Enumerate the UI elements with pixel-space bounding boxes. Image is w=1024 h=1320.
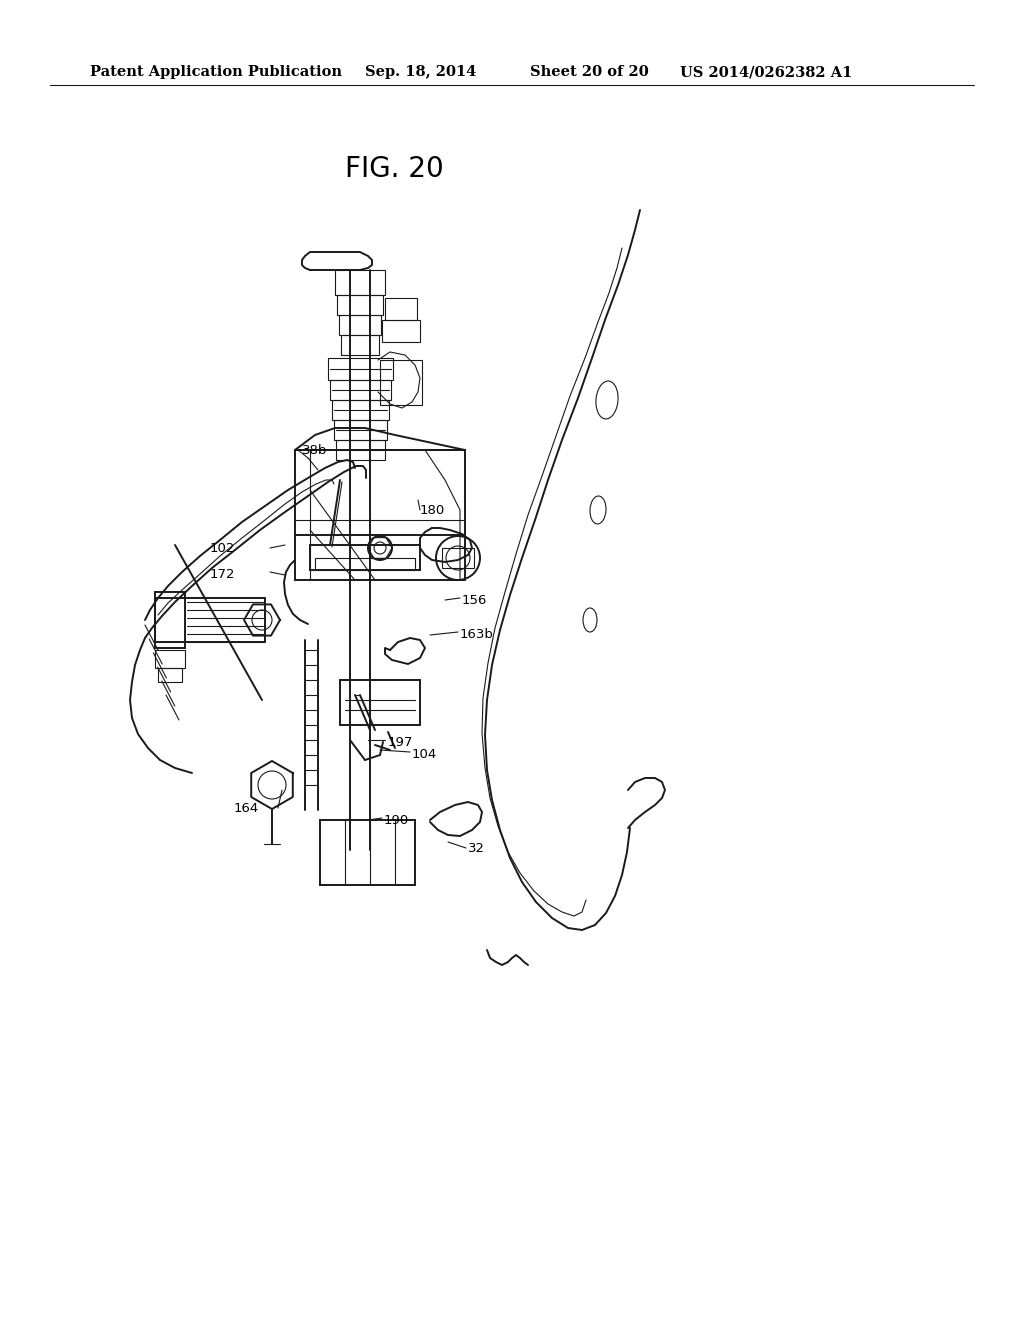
Text: Patent Application Publication: Patent Application Publication	[90, 65, 342, 79]
Bar	[380, 360, 422, 405]
Bar	[158, 668, 182, 682]
Text: 104: 104	[412, 747, 437, 760]
Text: 38b: 38b	[302, 444, 328, 457]
Bar	[334, 420, 387, 440]
Text: US 2014/0262382 A1: US 2014/0262382 A1	[680, 65, 852, 79]
Bar	[341, 335, 379, 355]
Text: 190: 190	[384, 813, 410, 826]
Text: 163b: 163b	[460, 628, 494, 642]
Text: Sep. 18, 2014: Sep. 18, 2014	[365, 65, 476, 79]
Text: 180: 180	[420, 503, 445, 516]
Text: Sheet 20 of 20: Sheet 20 of 20	[530, 65, 649, 79]
Bar	[319, 820, 415, 884]
Bar	[332, 400, 389, 420]
Bar	[385, 298, 417, 319]
Bar	[315, 558, 415, 570]
Bar	[295, 450, 465, 579]
Bar	[442, 548, 474, 568]
Bar	[155, 598, 265, 642]
Text: FIG. 20: FIG. 20	[345, 154, 443, 183]
Text: 32: 32	[468, 842, 485, 854]
Bar	[155, 591, 185, 648]
Bar	[382, 319, 420, 342]
Bar	[337, 294, 383, 315]
Text: 197: 197	[388, 735, 414, 748]
Bar	[330, 380, 391, 400]
Bar	[336, 440, 385, 459]
Text: 172: 172	[210, 569, 236, 582]
Bar	[155, 649, 185, 668]
Text: 102: 102	[210, 541, 236, 554]
Text: 156: 156	[462, 594, 487, 606]
Bar	[310, 545, 420, 570]
Bar	[335, 271, 385, 294]
Text: 164: 164	[234, 801, 259, 814]
Bar	[340, 680, 420, 725]
Bar	[328, 358, 393, 380]
Bar	[339, 315, 381, 335]
